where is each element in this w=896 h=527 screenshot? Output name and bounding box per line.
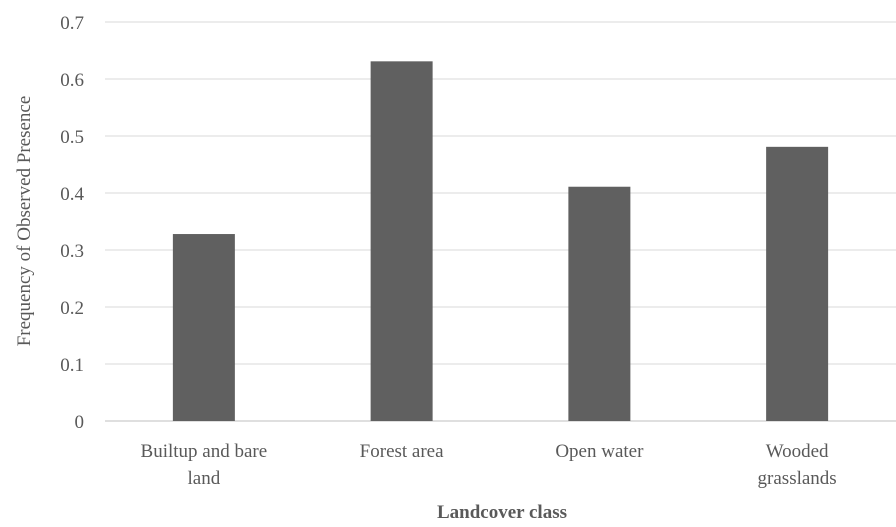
bar <box>766 146 829 421</box>
bar <box>172 234 235 421</box>
y-tick-label: 0.2 <box>60 298 84 319</box>
x-category-labels: Builtup and bare land Forest area Open wate… <box>141 441 837 489</box>
x-category-label: Builtup and bare <box>141 441 268 462</box>
y-tick-label: 0.5 <box>60 127 84 148</box>
bar <box>370 61 433 422</box>
y-tick-label: 0.3 <box>60 241 84 262</box>
x-category-label: grasslands <box>758 468 837 489</box>
y-tick-label: 0 <box>75 412 85 433</box>
y-tick-label: 0.7 <box>60 13 84 34</box>
y-tick-label: 0.4 <box>60 184 84 205</box>
x-axis-title: Landcover class <box>437 502 567 523</box>
x-category-label: Forest area <box>360 441 444 462</box>
y-tick-labels: 0 0.1 0.2 0.3 0.4 0.5 0.6 0.7 <box>60 13 84 433</box>
x-category-label: Open water <box>555 441 644 462</box>
y-axis-title: Frequency of Observed Presence <box>14 96 35 347</box>
bar <box>568 186 631 421</box>
x-category-label: Wooded <box>766 441 829 462</box>
bars <box>172 61 829 422</box>
y-tick-label: 0.6 <box>60 70 84 91</box>
y-tick-label: 0.1 <box>60 355 84 376</box>
gridlines <box>105 21 896 422</box>
x-category-label: land <box>188 468 221 489</box>
